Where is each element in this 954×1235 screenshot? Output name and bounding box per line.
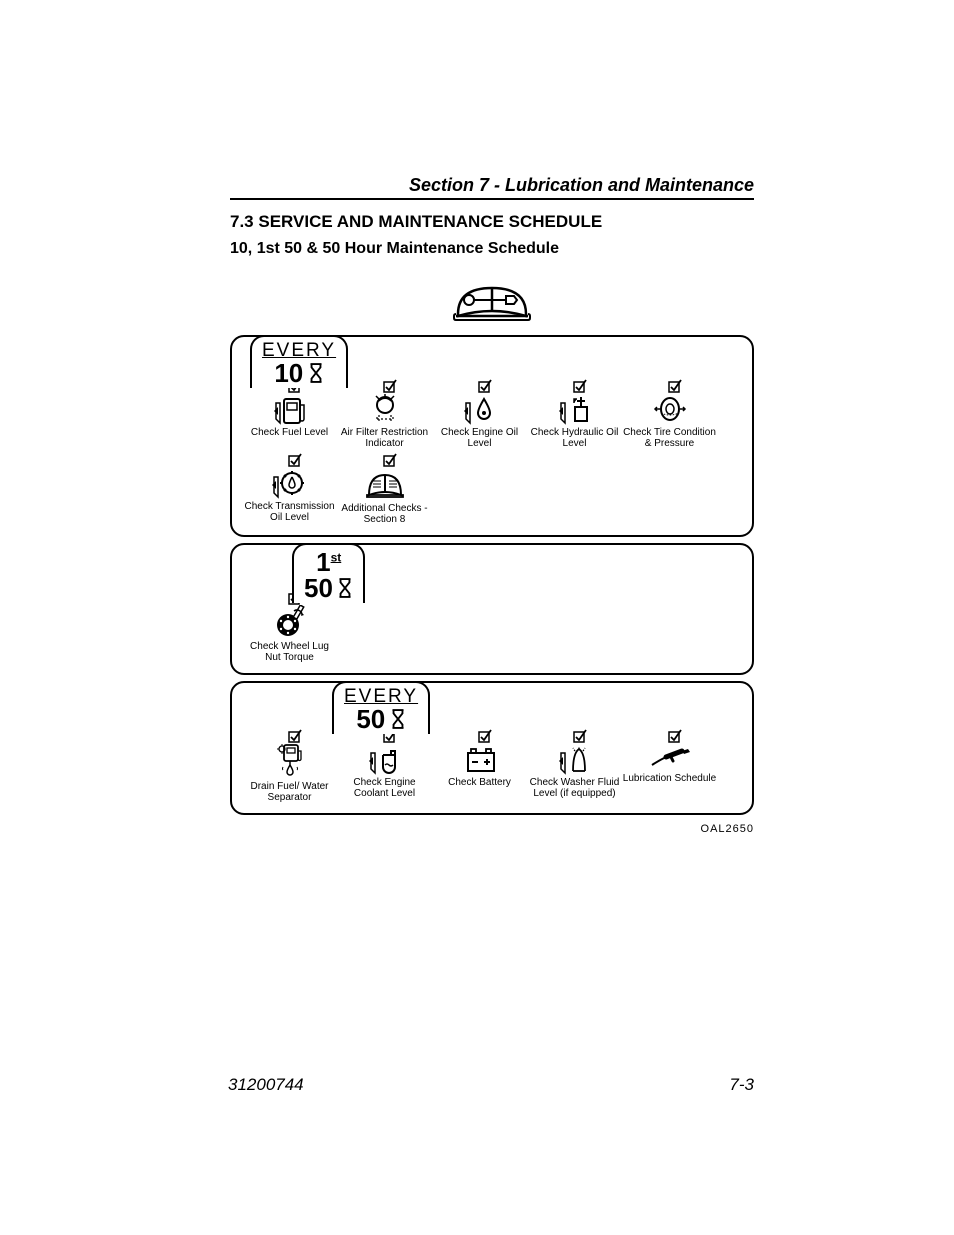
maintenance-item: Lubrication Schedule — [622, 729, 717, 803]
item-row: Check Fuel LevelAir Filter Restriction I… — [242, 379, 742, 449]
interval-tab: 1st50 — [292, 543, 365, 603]
drain-icon — [242, 743, 337, 779]
maintenance-item: Air Filter Restriction Indicator — [337, 379, 432, 449]
item-label: Air Filter Restriction Indicator — [337, 427, 432, 449]
manual-book-icon — [230, 276, 754, 327]
checkmark-icon — [337, 379, 432, 393]
interval-hours: 10 — [274, 360, 303, 386]
interval-tab: EVERY10 — [250, 335, 348, 388]
item-label: Check Wheel Lug Nut Torque — [242, 641, 337, 663]
checkmark-icon — [527, 379, 622, 393]
checkmark-icon — [622, 729, 717, 743]
maintenance-item: Check Hydraulic Oil Level — [527, 379, 622, 449]
grease-icon — [622, 743, 717, 771]
maintenance-item: Check Transmission Oil Level — [242, 453, 337, 525]
page: Section 7 - Lubrication and Maintenance … — [0, 0, 954, 1235]
item-label: Check Battery — [432, 777, 527, 788]
fuel-icon — [242, 393, 337, 425]
interval-tab: EVERY50 — [332, 681, 430, 734]
checkmark-icon — [432, 729, 527, 743]
section-number-title: 7.3 SERVICE AND MAINTENANCE SCHEDULE — [230, 212, 754, 232]
maintenance-item: Check Engine Coolant Level — [337, 729, 432, 803]
item-label: Check Engine Coolant Level — [337, 777, 432, 799]
item-label: Check Tire Condition & Pressure — [622, 427, 717, 449]
maintenance-item: Check Battery — [432, 729, 527, 803]
item-label: Check Fuel Level — [242, 427, 337, 438]
item-row: Check Transmission Oil LevelAdditional C… — [242, 453, 742, 525]
tire-icon — [622, 393, 717, 425]
maintenance-item: Check Tire Condition & Pressure — [622, 379, 717, 449]
item-label: Check Engine Oil Level — [432, 427, 527, 449]
washer-icon — [527, 743, 622, 775]
maintenance-item: Additional Checks - Section 8 — [337, 453, 432, 525]
section-header: Section 7 - Lubrication and Maintenance — [230, 175, 754, 200]
transmission-icon — [242, 467, 337, 499]
item-label: Check Transmission Oil Level — [242, 501, 337, 523]
item-label: Lubrication Schedule — [622, 773, 717, 784]
item-label: Additional Checks - Section 8 — [337, 503, 432, 525]
checkmark-icon — [242, 729, 337, 743]
coolant-icon — [337, 743, 432, 775]
checkmark-icon — [622, 379, 717, 393]
interval-hours: 50 — [356, 706, 385, 732]
schedule-box: EVERY50 Drain Fuel/ Water SeparatorCheck… — [230, 681, 754, 815]
doc-number: 31200744 — [228, 1075, 304, 1095]
interval-hours: 50 — [304, 575, 333, 601]
maintenance-item: Drain Fuel/ Water Separator — [242, 729, 337, 803]
battery-icon — [432, 743, 527, 775]
page-footer: 31200744 7-3 — [228, 1075, 754, 1095]
book-icon — [337, 467, 432, 501]
interval-ordinal: 1st — [316, 549, 341, 575]
hydraulic-icon — [527, 393, 622, 425]
page-number: 7-3 — [729, 1075, 754, 1095]
item-label: Check Hydraulic Oil Level — [527, 427, 622, 449]
diagram-reference: OAL2650 — [230, 823, 754, 835]
checkmark-icon — [337, 453, 432, 467]
schedule-subheading: 10, 1st 50 & 50 Hour Maintenance Schedul… — [230, 240, 754, 258]
engineoil-icon — [432, 393, 527, 425]
item-label: Drain Fuel/ Water Separator — [242, 781, 337, 803]
lugnut-icon — [242, 605, 337, 639]
schedule-box: 1st50 Check Wheel Lug Nut Torque — [230, 543, 754, 675]
checkmark-icon — [242, 453, 337, 467]
item-label: Check Washer Fluid Level (if equipped) — [527, 777, 622, 799]
checkmark-icon — [432, 379, 527, 393]
schedule-box: EVERY10 Check Fuel LevelAir Filter Restr… — [230, 335, 754, 537]
airfilter-icon — [337, 393, 432, 425]
maintenance-item: Check Fuel Level — [242, 379, 337, 449]
checkmark-icon — [527, 729, 622, 743]
maintenance-item: Check Engine Oil Level — [432, 379, 527, 449]
maintenance-item: Check Washer Fluid Level (if equipped) — [527, 729, 622, 803]
item-row: Drain Fuel/ Water SeparatorCheck Engine … — [242, 729, 742, 803]
